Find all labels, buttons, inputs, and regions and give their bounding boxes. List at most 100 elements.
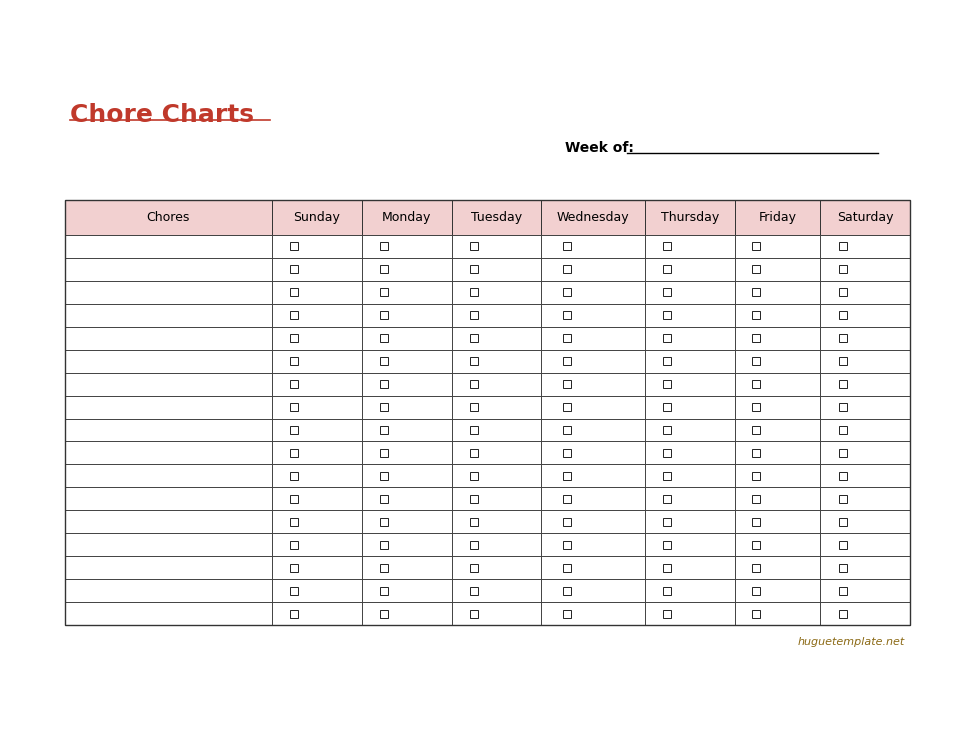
Bar: [451, 395, 541, 419]
Bar: [272, 372, 361, 395]
Bar: [752, 289, 760, 297]
Bar: [645, 235, 735, 258]
Bar: [361, 487, 451, 510]
Bar: [838, 609, 847, 618]
Bar: [663, 334, 671, 342]
Bar: [272, 579, 361, 602]
Bar: [65, 487, 272, 510]
Bar: [272, 464, 361, 487]
Bar: [65, 372, 272, 395]
Bar: [820, 487, 910, 510]
Bar: [735, 556, 820, 579]
Bar: [541, 281, 645, 304]
Bar: [541, 304, 645, 327]
Bar: [65, 556, 272, 579]
Text: Tuesday: Tuesday: [471, 211, 522, 224]
Bar: [361, 464, 451, 487]
Bar: [380, 311, 388, 319]
Bar: [735, 442, 820, 464]
Bar: [735, 510, 820, 534]
Bar: [820, 556, 910, 579]
Bar: [645, 200, 735, 235]
Bar: [838, 380, 847, 388]
Bar: [820, 534, 910, 556]
Bar: [820, 419, 910, 442]
Bar: [820, 281, 910, 304]
Bar: [380, 472, 388, 480]
Bar: [735, 235, 820, 258]
Bar: [470, 242, 478, 250]
Bar: [470, 266, 478, 273]
Bar: [820, 510, 910, 534]
Bar: [470, 426, 478, 434]
Bar: [838, 472, 847, 480]
Bar: [272, 258, 361, 281]
Bar: [752, 495, 760, 503]
Bar: [564, 266, 572, 273]
Bar: [361, 372, 451, 395]
Bar: [361, 556, 451, 579]
Bar: [541, 327, 645, 350]
Bar: [645, 350, 735, 372]
Bar: [735, 579, 820, 602]
Bar: [735, 464, 820, 487]
Bar: [470, 472, 478, 480]
Bar: [752, 587, 760, 595]
Bar: [645, 442, 735, 464]
Bar: [663, 472, 671, 480]
Bar: [735, 200, 820, 235]
Bar: [541, 510, 645, 534]
Bar: [838, 426, 847, 434]
Bar: [564, 564, 572, 572]
Bar: [752, 357, 760, 365]
Bar: [838, 564, 847, 572]
Bar: [290, 472, 298, 480]
Bar: [564, 587, 572, 595]
Bar: [541, 200, 645, 235]
Bar: [663, 426, 671, 434]
Bar: [380, 495, 388, 503]
Bar: [663, 541, 671, 549]
Bar: [361, 579, 451, 602]
Bar: [451, 579, 541, 602]
Bar: [361, 442, 451, 464]
Bar: [735, 487, 820, 510]
Bar: [663, 449, 671, 457]
Bar: [470, 289, 478, 297]
Bar: [735, 419, 820, 442]
Bar: [663, 564, 671, 572]
Bar: [564, 609, 572, 618]
Bar: [451, 327, 541, 350]
Bar: [541, 579, 645, 602]
Bar: [65, 304, 272, 327]
Bar: [645, 327, 735, 350]
Bar: [470, 495, 478, 503]
Bar: [290, 380, 298, 388]
Bar: [380, 380, 388, 388]
Bar: [838, 242, 847, 250]
Bar: [645, 304, 735, 327]
Bar: [645, 579, 735, 602]
Bar: [451, 304, 541, 327]
Bar: [451, 235, 541, 258]
Bar: [645, 258, 735, 281]
Bar: [564, 242, 572, 250]
Bar: [752, 541, 760, 549]
Bar: [735, 395, 820, 419]
Bar: [663, 311, 671, 319]
Bar: [361, 327, 451, 350]
Text: Friday: Friday: [758, 211, 796, 224]
Text: huguetemplate.net: huguetemplate.net: [798, 637, 905, 647]
Bar: [272, 281, 361, 304]
Bar: [290, 587, 298, 595]
Bar: [752, 334, 760, 342]
Bar: [361, 534, 451, 556]
Text: Chores: Chores: [147, 211, 191, 224]
Bar: [65, 327, 272, 350]
Bar: [645, 487, 735, 510]
Bar: [541, 464, 645, 487]
Bar: [735, 602, 820, 625]
Bar: [65, 419, 272, 442]
Bar: [361, 419, 451, 442]
Bar: [380, 564, 388, 572]
